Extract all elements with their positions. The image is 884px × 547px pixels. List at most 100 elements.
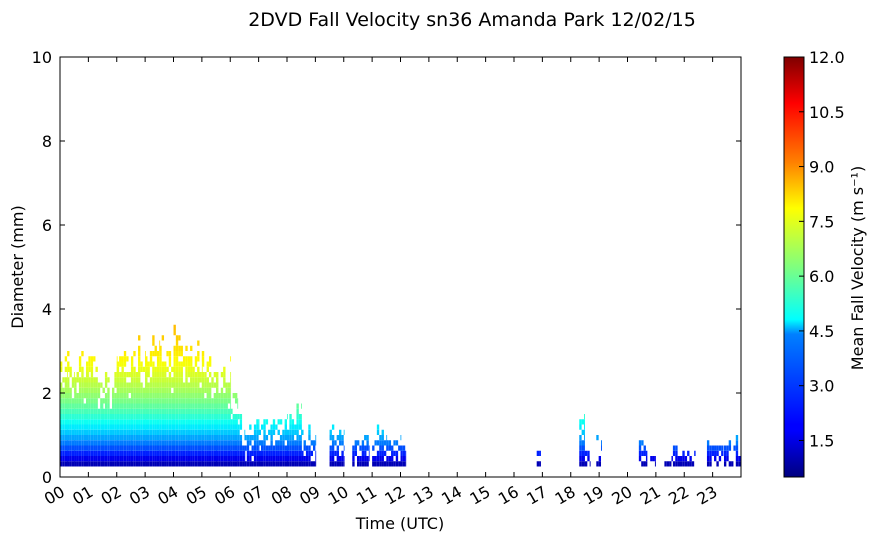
heatmap-cell <box>107 461 110 467</box>
heatmap-cell <box>83 440 86 446</box>
heatmap-cell <box>386 440 389 446</box>
heatmap-cell <box>287 450 290 456</box>
heatmap-cell <box>102 435 105 441</box>
heatmap-cell <box>182 414 186 420</box>
heatmap-cell <box>152 424 155 430</box>
heatmap-cell <box>76 372 79 378</box>
heatmap-cell <box>237 414 240 420</box>
heatmap-cell <box>331 440 335 446</box>
heatmap-cell <box>192 419 195 425</box>
heatmap-cell <box>64 398 68 404</box>
heatmap-cell <box>230 408 233 414</box>
heatmap-cell <box>187 450 191 456</box>
heatmap-cell <box>731 461 734 467</box>
heatmap-cell <box>275 440 278 446</box>
x-tick-label: 17 <box>523 482 550 509</box>
heatmap-cell <box>64 408 68 414</box>
heatmap-cell <box>166 351 169 357</box>
heatmap-cell <box>116 403 120 409</box>
heatmap-cell <box>180 461 183 467</box>
heatmap-cell <box>121 450 124 456</box>
heatmap-cell <box>296 435 299 441</box>
heatmap-cell <box>366 456 369 462</box>
heatmap-cell <box>206 408 209 414</box>
heatmap-cell <box>149 361 153 367</box>
heatmap-cell <box>185 424 188 430</box>
heatmap-cell <box>298 450 302 456</box>
heatmap-cell <box>140 445 143 451</box>
heatmap-cell <box>182 408 186 414</box>
heatmap-cell <box>149 435 153 441</box>
heatmap-cell <box>315 440 317 446</box>
heatmap-cell <box>199 387 202 393</box>
heatmap-cell <box>60 398 63 404</box>
heatmap-cell <box>182 450 186 456</box>
heatmap-cell <box>277 456 280 462</box>
heatmap-cell <box>211 445 214 451</box>
heatmap-cell <box>166 393 169 399</box>
heatmap-cell <box>223 403 226 409</box>
heatmap-cell <box>253 429 257 435</box>
heatmap-cell <box>166 398 169 404</box>
heatmap-cell <box>168 351 172 357</box>
heatmap-cell <box>733 445 736 451</box>
heatmap-cell <box>220 445 224 451</box>
heatmap-cell <box>133 382 136 388</box>
heatmap-cell <box>265 435 269 441</box>
heatmap-cell <box>116 377 120 383</box>
heatmap-cell <box>194 377 198 383</box>
heatmap-cell <box>97 450 101 456</box>
heatmap-cell <box>395 461 399 467</box>
heatmap-cell <box>225 419 228 425</box>
heatmap-cells <box>60 324 741 467</box>
heatmap-cell <box>86 366 89 372</box>
heatmap-cell <box>88 414 91 420</box>
heatmap-cell <box>81 456 84 462</box>
heatmap-cell <box>223 382 226 388</box>
heatmap-cell <box>331 450 335 456</box>
heatmap-cell <box>135 393 139 399</box>
heatmap-cell <box>738 456 741 462</box>
heatmap-cell <box>86 456 89 462</box>
x-tick-label: 14 <box>438 482 465 509</box>
heatmap-cell <box>116 366 120 372</box>
heatmap-cell <box>164 398 167 404</box>
heatmap-cell <box>159 356 162 362</box>
heatmap-cell <box>112 429 115 435</box>
heatmap-cell <box>645 450 648 456</box>
heatmap-cell <box>145 424 148 430</box>
heatmap-cell <box>64 377 68 383</box>
heatmap-cell <box>232 435 235 441</box>
heatmap-cell <box>140 424 143 430</box>
heatmap-cell <box>691 461 695 467</box>
heatmap-cell <box>286 414 288 420</box>
heatmap-cell <box>190 377 193 383</box>
colorbar-tick-label: 9.0 <box>809 158 834 177</box>
heatmap-cell <box>95 382 98 388</box>
heatmap-cell <box>220 435 224 441</box>
heatmap-cell <box>114 393 117 399</box>
heatmap-cell <box>230 450 233 456</box>
heatmap-cell <box>244 435 247 441</box>
heatmap-cell <box>216 450 219 456</box>
heatmap-cell <box>154 382 157 388</box>
heatmap-cell <box>204 398 207 404</box>
heatmap-cell <box>156 435 160 441</box>
heatmap-cell <box>133 461 136 467</box>
heatmap-cell <box>190 461 193 467</box>
heatmap-cell <box>95 419 98 425</box>
heatmap-cell <box>62 398 65 404</box>
heatmap-cell <box>735 456 739 462</box>
heatmap-cell <box>90 356 94 362</box>
heatmap-cell <box>583 435 585 441</box>
heatmap-cell <box>67 408 70 414</box>
heatmap-cell <box>216 424 219 430</box>
heatmap-cell <box>90 398 94 404</box>
heatmap-cell <box>289 414 292 420</box>
heatmap-cell <box>190 419 193 425</box>
heatmap-cell <box>88 419 91 425</box>
heatmap-cell <box>78 429 82 435</box>
heatmap-cell <box>206 456 209 462</box>
heatmap-cell <box>400 461 403 467</box>
